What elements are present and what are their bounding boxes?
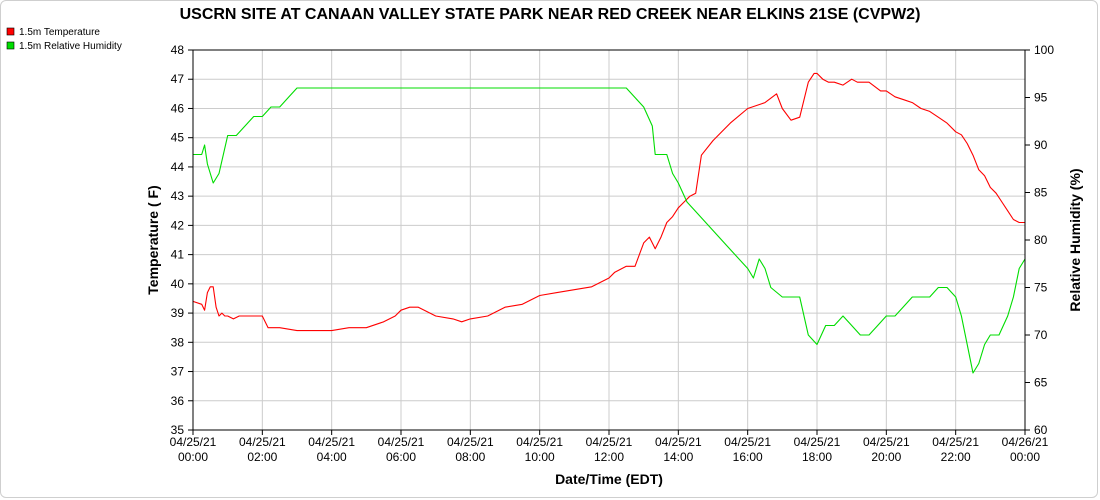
legend-swatch-relative-humidity [6, 41, 15, 50]
series-relative-humidity-line [193, 87, 1026, 374]
y-right-tick-label: 95 [1034, 91, 1048, 105]
chart-title: USCRN SITE AT CANAAN VALLEY STATE PARK N… [180, 6, 921, 23]
legend-label-relative-humidity: 1.5m Relative Humidity [19, 41, 122, 52]
y-right-tick-label: 75 [1034, 281, 1048, 295]
series-temperature-line [192, 72, 1025, 332]
y-axis-left: 35 36 37 38 39 40 41 42 43 44 45 46 47 48 [171, 43, 193, 437]
x-tick-label-time: 14:00 [663, 450, 693, 464]
series-layer [192, 72, 1026, 374]
y-left-tick-label: 46 [171, 101, 185, 115]
y-left-tick-label: 38 [171, 335, 185, 349]
y-axis-right: 60 65 70 75 80 85 90 95 100 [1025, 43, 1054, 437]
y-left-tick-label: 44 [171, 160, 185, 174]
y-axis-left-title: Temperature ( F) [145, 185, 161, 294]
x-tick-label-time: 08:00 [455, 450, 485, 464]
x-tick-label-date: 04/26/21 [1002, 435, 1049, 449]
y-left-tick-label: 36 [171, 394, 185, 408]
x-tick-label-date: 04/25/21 [586, 435, 633, 449]
y-left-tick-label: 43 [171, 189, 185, 203]
x-tick-label-date: 04/25/21 [447, 435, 494, 449]
x-tick-label-date: 04/25/21 [655, 435, 702, 449]
y-right-tick-label: 65 [1034, 376, 1048, 390]
x-tick-label-time: 18:00 [802, 450, 832, 464]
legend[interactable]: 1.5m Temperature 1.5m Relative Humidity [6, 27, 122, 52]
gridlines [192, 49, 1026, 431]
x-tick-label-date: 04/25/21 [794, 435, 841, 449]
y-left-tick-label: 35 [171, 423, 185, 437]
x-tick-label-time: 20:00 [871, 450, 901, 464]
y-left-tick-label: 42 [171, 218, 185, 232]
x-tick-label-time: 12:00 [594, 450, 624, 464]
x-tick-label-time: 04:00 [317, 450, 347, 464]
x-tick-label-date: 04/25/21 [932, 435, 979, 449]
x-tick-label-time: 00:00 [178, 450, 208, 464]
x-tick-label-date: 04/25/21 [308, 435, 355, 449]
x-tick-label-date: 04/25/21 [239, 435, 286, 449]
y-left-tick-label: 45 [171, 131, 185, 145]
x-tick-label-time: 10:00 [525, 450, 555, 464]
legend-item-temperature[interactable]: 1.5m Temperature [6, 27, 100, 38]
legend-swatch-temperature [6, 27, 15, 36]
y-left-tick-label: 39 [171, 306, 185, 320]
y-left-tick-label: 37 [171, 365, 185, 379]
y-left-tick-label: 47 [171, 72, 185, 86]
y-left-tick-label: 40 [171, 277, 185, 291]
x-tick-label-time: 02:00 [247, 450, 277, 464]
y-right-tick-label: 100 [1034, 43, 1054, 57]
x-tick-label-date: 04/25/21 [516, 435, 563, 449]
x-tick-label-time: 00:00 [1010, 450, 1040, 464]
x-tick-label-date: 04/25/21 [724, 435, 771, 449]
y-right-tick-label: 70 [1034, 328, 1048, 342]
x-axis: 04/25/2100:0004/25/2102:0004/25/2104:000… [170, 430, 1049, 464]
legend-label-temperature: 1.5m Temperature [19, 27, 100, 38]
y-right-tick-label: 90 [1034, 138, 1048, 152]
y-right-tick-label: 85 [1034, 186, 1048, 200]
x-tick-label-date: 04/25/21 [863, 435, 910, 449]
x-tick-label-date: 04/25/21 [378, 435, 425, 449]
x-tick-label-time: 16:00 [733, 450, 763, 464]
y-left-tick-label: 48 [171, 43, 185, 57]
x-tick-label-date: 04/25/21 [170, 435, 217, 449]
x-axis-title: Date/Time (EDT) [555, 471, 663, 487]
y-right-tick-label: 60 [1034, 423, 1048, 437]
x-tick-label-time: 22:00 [941, 450, 971, 464]
x-tick-label-time: 06:00 [386, 450, 416, 464]
y-right-tick-label: 80 [1034, 233, 1048, 247]
y-left-tick-label: 41 [171, 248, 185, 262]
legend-item-relative-humidity[interactable]: 1.5m Relative Humidity [6, 41, 122, 52]
y-axis-right-title: Relative Humidity (%) [1067, 168, 1083, 311]
